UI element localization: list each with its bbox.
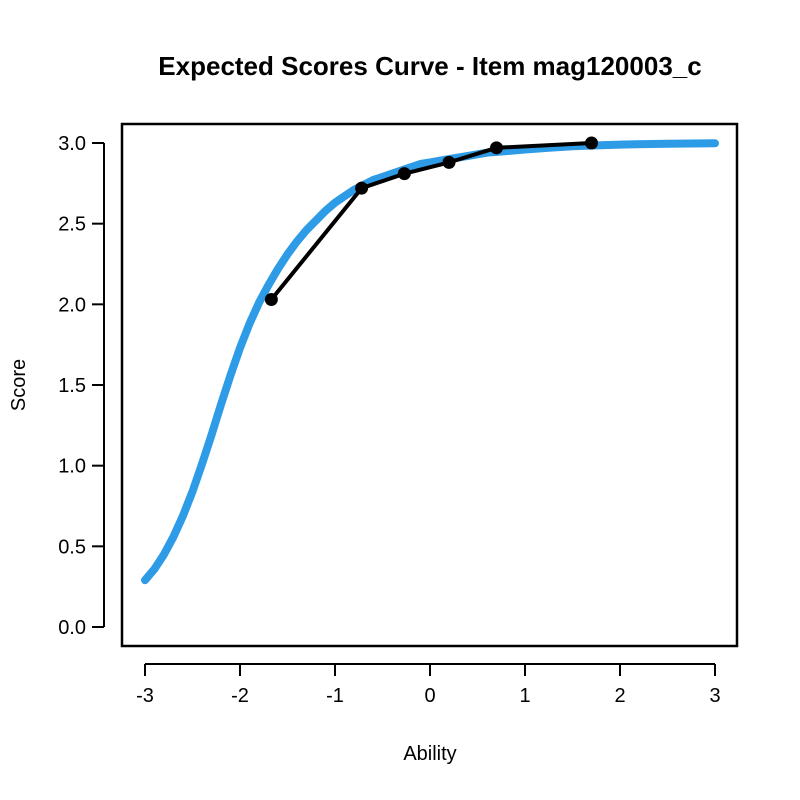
y-axis: 0.0 0.5 1.0 1.5 2.0 2.5 3.0 — [58, 133, 105, 639]
y-tick-label: 0.5 — [58, 536, 86, 558]
x-tick-label: 3 — [709, 685, 720, 707]
y-tick-label: 1.0 — [58, 456, 86, 478]
y-tick-label: 1.5 — [58, 375, 86, 397]
observed-point — [355, 181, 369, 195]
x-axis: -3 -2 -1 0 1 2 3 — [136, 663, 721, 707]
observed-point — [264, 292, 278, 306]
x-tick-label: -1 — [326, 685, 344, 707]
series-line-expected — [141, 139, 719, 585]
y-tick-label: 3.0 — [58, 133, 86, 155]
chart-title: Expected Scores Curve - Item mag120003_c — [158, 51, 701, 81]
x-axis-label: Ability — [403, 743, 456, 765]
observed-point — [397, 167, 411, 181]
x-tick-label: -2 — [231, 685, 249, 707]
x-tick-label: 2 — [614, 685, 625, 707]
plot-frame — [120, 122, 739, 648]
observed-point — [442, 155, 456, 169]
x-tick-label: 1 — [519, 685, 530, 707]
observed-point — [585, 136, 598, 150]
series-layer — [141, 136, 719, 585]
series-line-observed — [269, 141, 592, 301]
y-tick-label: 0.0 — [58, 617, 86, 639]
observed-point — [490, 141, 503, 155]
y-tick-label: 2.5 — [58, 214, 86, 236]
x-tick-label: -3 — [136, 685, 154, 707]
y-axis-label: Score — [8, 359, 30, 411]
y-tick-label: 2.0 — [58, 294, 86, 316]
x-tick-label: 0 — [424, 685, 435, 707]
